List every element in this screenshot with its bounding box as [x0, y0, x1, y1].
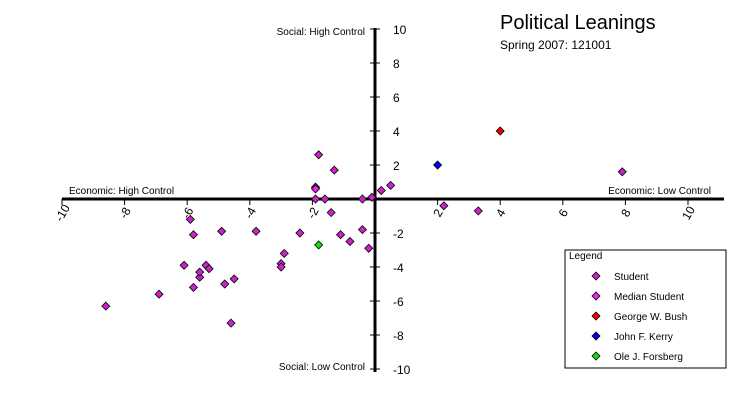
point-student — [279, 248, 289, 258]
point-student — [439, 201, 449, 211]
chart-subtitle: Spring 2007: 121001 — [500, 38, 612, 52]
point-student — [345, 236, 355, 247]
x-tick-label: 8 — [618, 206, 634, 219]
point-student — [310, 194, 321, 204]
point-student — [217, 226, 227, 236]
point-student — [295, 228, 305, 238]
point-student — [473, 206, 483, 216]
point-student — [179, 260, 189, 270]
legend: Legend Student Median Student George W. Bu… — [564, 249, 727, 369]
y-tick-label: -10 — [393, 363, 411, 377]
axis-label-social-high: Social: High Control — [277, 27, 365, 38]
legend-marker-student — [591, 271, 601, 281]
point-student — [226, 318, 236, 328]
x-tick-label: 10 — [679, 203, 698, 222]
point-student — [336, 230, 346, 240]
point-student — [204, 264, 214, 274]
y-tick-label: -8 — [393, 329, 404, 343]
y-tick-label: -6 — [393, 295, 404, 309]
legend-label-george-w-bush: George W. Bush — [614, 312, 687, 323]
legend-title: Legend — [569, 251, 602, 262]
legend-marker-median-student — [591, 291, 601, 301]
point-student — [229, 274, 239, 284]
point-median-student — [310, 184, 321, 194]
point-student — [220, 279, 230, 289]
legend-box — [564, 249, 727, 369]
axis-label-social-low: Social: Low Control — [279, 362, 365, 373]
point-student — [188, 282, 199, 292]
point-student — [364, 243, 374, 253]
legend-marker-george-w-bush — [591, 311, 601, 321]
y-tick-label: 4 — [393, 125, 400, 139]
x-tick-label: -10 — [52, 202, 73, 224]
y-tick-label: -2 — [393, 227, 404, 241]
y-tick-label: 10 — [393, 23, 407, 37]
point-student — [101, 301, 111, 311]
point-george-w-bush — [495, 126, 505, 136]
axis-label-economic-low: Economic: Low Control — [608, 186, 711, 197]
chart-title: Political Leanings — [500, 12, 656, 34]
x-tick-label: 6 — [556, 206, 572, 219]
point-ole-j-forsberg — [314, 240, 324, 250]
y-tick-label: 6 — [393, 91, 400, 105]
point-student — [251, 226, 261, 236]
point-student — [357, 194, 368, 204]
point-student — [326, 208, 336, 218]
legend-items: Student Median Student George W. Bush John … — [591, 271, 687, 363]
point-student — [357, 225, 368, 235]
x-tick-label: -4 — [242, 205, 260, 222]
point-john-f-kerry — [433, 160, 443, 170]
point-student — [154, 289, 164, 299]
point-student — [195, 267, 205, 277]
x-tick-label: -8 — [116, 205, 134, 222]
legend-label-median-student: Median Student — [614, 292, 684, 303]
x-tick-label: 4 — [493, 206, 509, 219]
point-student — [195, 272, 205, 282]
point-student — [188, 230, 199, 240]
axes — [62, 28, 724, 372]
legend-label-student: Student — [614, 272, 649, 283]
legend-marker-john-f-kerry — [591, 331, 601, 341]
point-student — [367, 192, 377, 202]
point-student — [276, 262, 286, 272]
y-tick-label: 2 — [393, 159, 400, 173]
y-tick-label: -4 — [393, 261, 404, 275]
legend-label-ole-j-forsberg: Ole J. Forsberg — [614, 352, 683, 363]
legend-label-john-f-kerry: John F. Kerry — [614, 332, 673, 343]
point-student — [185, 214, 195, 224]
legend-marker-ole-j-forsberg — [591, 351, 601, 361]
axis-label-economic-high: Economic: High Control — [69, 186, 174, 197]
point-student — [329, 165, 339, 175]
data-points — [101, 126, 627, 328]
x-tick-label: -2 — [304, 205, 322, 222]
y-tick-label: 8 — [393, 57, 400, 71]
point-student — [386, 180, 396, 190]
point-student — [314, 150, 324, 160]
point-student — [617, 167, 627, 177]
point-student — [376, 185, 386, 196]
point-student — [320, 194, 330, 204]
